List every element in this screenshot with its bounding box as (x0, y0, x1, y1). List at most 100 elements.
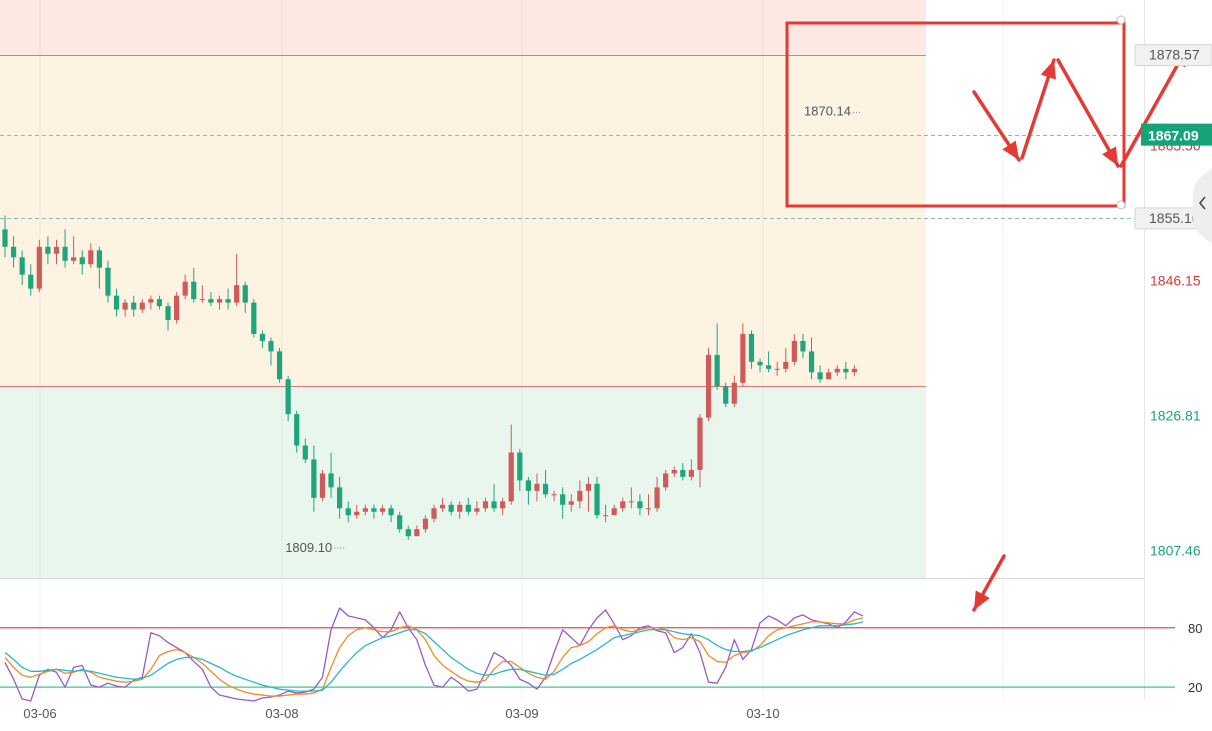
current-price-label: 1867.09 (1148, 128, 1199, 144)
candle-body (808, 351, 815, 373)
price-axis-label: 1807.46 (1150, 542, 1201, 558)
candle-body (225, 299, 231, 303)
candle-body (551, 494, 557, 496)
candle-body (71, 257, 77, 261)
candle-body (165, 306, 171, 321)
candle-body (354, 511, 360, 516)
chevron-left-icon[interactable] (1198, 196, 1206, 210)
candle-body (603, 515, 609, 517)
candle-body (28, 274, 34, 289)
zone-bottom (0, 386, 926, 578)
price-label-box (1134, 207, 1212, 230)
high-price-annotation: 1870.14 (804, 103, 851, 118)
candle-body (817, 372, 823, 380)
candle-body (663, 473, 669, 488)
candle-body (628, 501, 634, 503)
current-price-tag (1141, 123, 1212, 146)
candle-body (705, 354, 712, 418)
forecast-arrow-head (1040, 60, 1057, 80)
candle-body (697, 417, 703, 470)
candle-body (199, 299, 205, 301)
candle-body (182, 281, 188, 296)
forecast-arrow-head (1002, 140, 1019, 160)
candle-body (843, 368, 849, 373)
date-axis-label: 03-09 (505, 706, 538, 721)
zone-middle (0, 54, 926, 387)
candle-body (422, 518, 429, 530)
candle-body (397, 515, 403, 530)
candle-body (328, 473, 334, 488)
candle-body (19, 257, 25, 275)
candle-body (208, 299, 214, 303)
candle-body (191, 281, 197, 300)
oscillator-series-line (4, 607, 864, 702)
candle-body (251, 302, 257, 334)
candle-body (517, 452, 523, 481)
candle-body (174, 295, 180, 321)
candle-body (311, 459, 317, 498)
low-price-annotation: 1809.10 (285, 540, 332, 555)
candle-body (105, 267, 111, 296)
oscillator-series-line (4, 621, 864, 692)
candle-body (405, 529, 411, 537)
candle-body (500, 501, 506, 509)
oscillator-axis-label: 20 (1188, 680, 1202, 695)
candle-body (791, 340, 797, 362)
candle-body (122, 302, 128, 310)
box-handle[interactable] (1116, 200, 1126, 210)
candle-body (542, 483, 549, 495)
candle-body (148, 299, 154, 303)
candle-body (79, 257, 85, 265)
candle-body (36, 246, 42, 289)
candle-body (766, 365, 772, 369)
candle-body (800, 340, 806, 352)
box-handle[interactable] (1116, 15, 1126, 25)
candle-body (482, 501, 489, 509)
oscillator-arrow-head (974, 590, 990, 610)
price-label-box (1134, 44, 1212, 67)
axis-layer: 1878.571865.501855.161846.151826.811807.… (23, 44, 1212, 721)
candle-body (851, 368, 858, 373)
candle-body (62, 246, 68, 261)
candle-body (259, 333, 265, 341)
candle-body (302, 445, 308, 460)
candle-body (654, 487, 660, 509)
candle-body (448, 504, 454, 512)
candle-body (560, 494, 566, 505)
candle-body (757, 361, 763, 366)
price-axis-label: 1846.15 (1150, 273, 1201, 289)
forecast-arrow-shaft (1119, 46, 1189, 168)
candle-body (680, 469, 686, 477)
candle-body (594, 483, 600, 516)
price-axis-label: 1855.16 (1149, 210, 1200, 226)
price-axis-label: 1826.81 (1150, 407, 1201, 423)
oscillator-layer (0, 607, 1175, 702)
candle-body (577, 490, 583, 502)
candle-body (379, 508, 386, 512)
zone-top (0, 0, 926, 55)
candle-body (285, 379, 291, 415)
candle-body (371, 508, 377, 512)
price-axis-label: 1878.57 (1149, 47, 1200, 63)
candle-body (457, 504, 463, 512)
candle-body (465, 504, 471, 512)
candle-body (525, 480, 531, 491)
background-layer (0, 0, 926, 578)
candle-body (276, 351, 283, 380)
candle-body (268, 340, 274, 352)
candle-body (783, 361, 789, 369)
forecast-arrow-head (1102, 146, 1118, 166)
candle-body (234, 285, 240, 303)
candle-body (88, 250, 94, 265)
candle-body (714, 354, 720, 387)
candle-body (414, 529, 420, 537)
candle-body (431, 508, 437, 519)
oscillator-series-line (4, 617, 864, 697)
date-axis-label: 03-08 (265, 706, 298, 721)
candle-body (2, 229, 8, 247)
candle-body (242, 285, 248, 303)
candle-body (534, 483, 540, 491)
candle-body (508, 452, 514, 502)
